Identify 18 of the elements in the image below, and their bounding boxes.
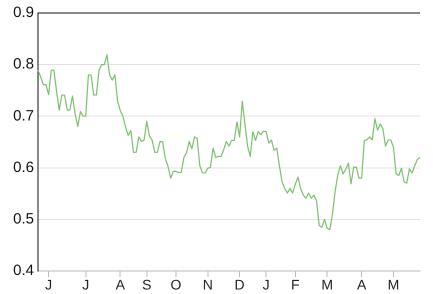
- y-tick-label: 0.7: [13, 107, 34, 124]
- x-tick-label: M: [321, 276, 333, 292]
- x-tick-label: D: [234, 276, 245, 292]
- x-tick-label: S: [142, 276, 152, 292]
- y-tick-label: 0.9: [13, 4, 34, 22]
- x-tick-label: F: [291, 276, 300, 292]
- x-tick-label: A: [116, 276, 126, 292]
- x-tick-label: A: [356, 276, 367, 292]
- y-tick-label: 0.4: [13, 262, 34, 280]
- x-tick-label: N: [202, 276, 213, 292]
- x-tick-label: J: [45, 276, 52, 292]
- y-tick-label: 0.8: [13, 56, 34, 73]
- x-tick-label: O: [170, 276, 182, 292]
- y-tick-label: 0.5: [13, 210, 34, 228]
- x-tick-label: M: [388, 276, 400, 292]
- x-tick-label: J: [82, 276, 90, 292]
- y-tick-label: 0.6: [13, 158, 34, 176]
- x-tick-label: J: [262, 276, 270, 292]
